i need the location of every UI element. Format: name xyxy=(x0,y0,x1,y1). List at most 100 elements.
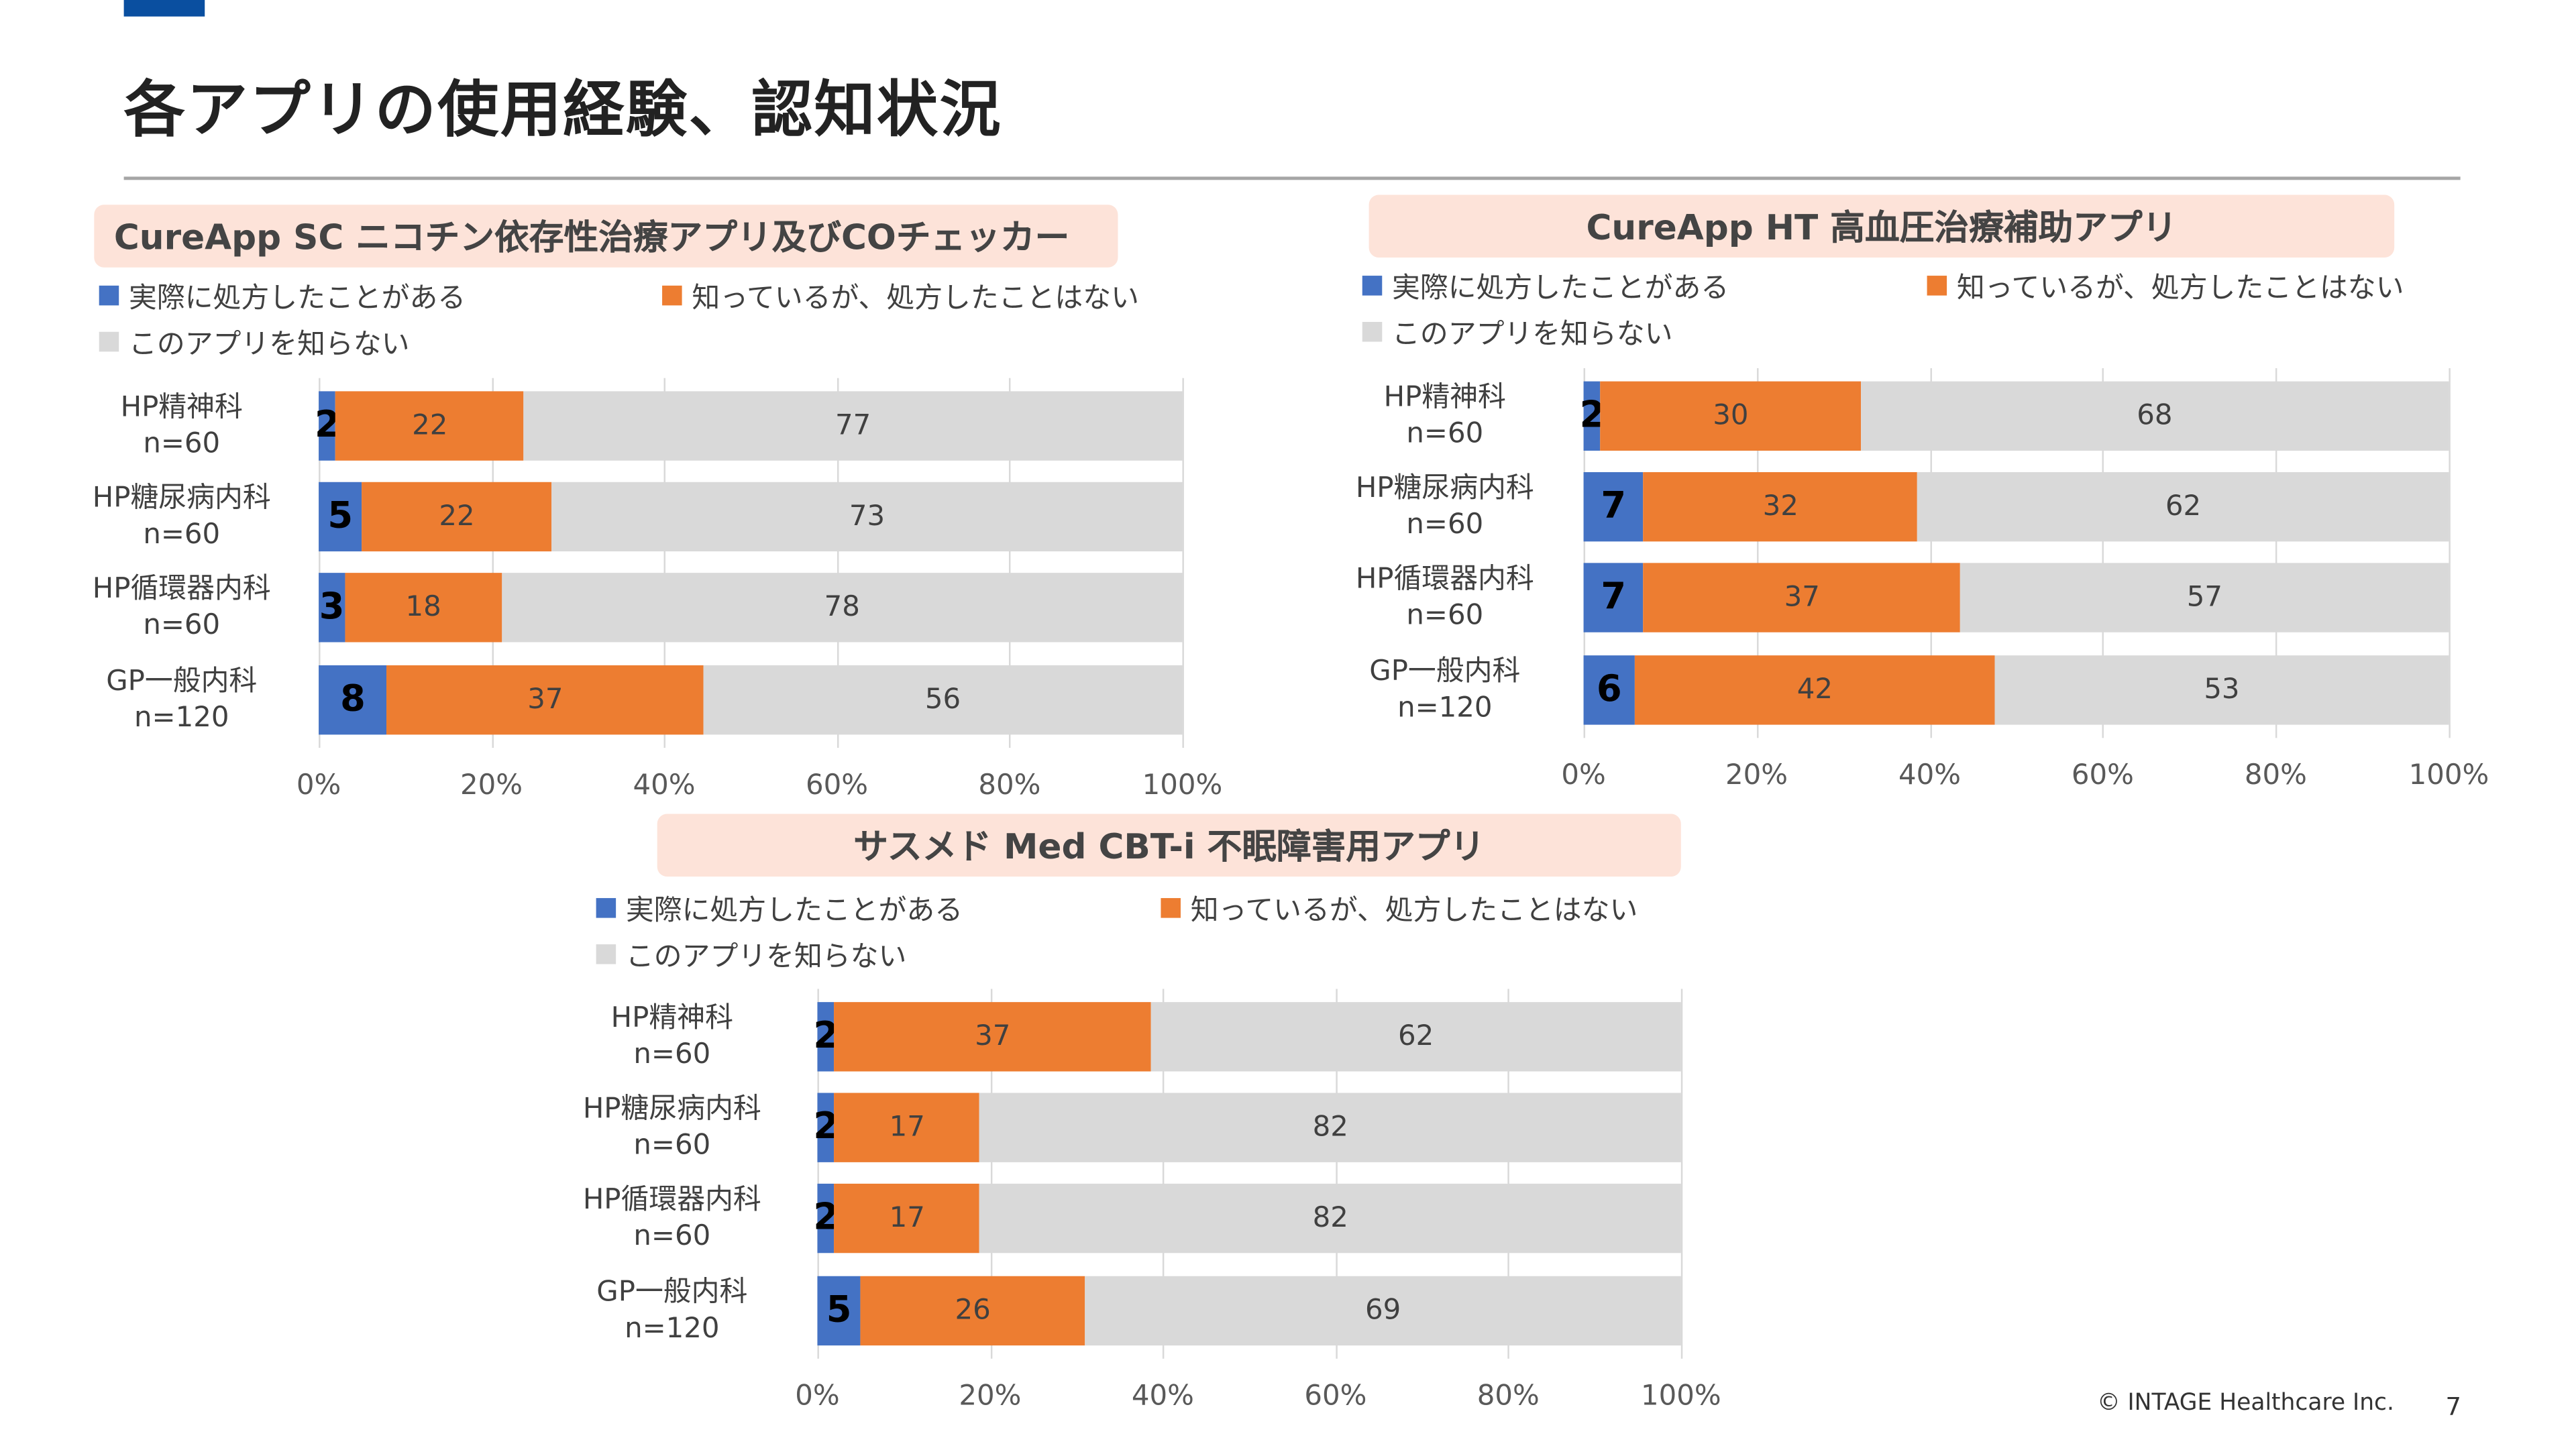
category-label: HP循環器内科 n=60 xyxy=(582,1183,761,1254)
category-label: HP糖尿病内科 n=60 xyxy=(92,482,271,552)
category-label: GP一般内科 n=120 xyxy=(596,1276,748,1346)
legend-label: 実際に処方したことがある xyxy=(128,282,466,316)
legend-item: このアプリを知らない xyxy=(1362,311,1672,351)
x-tick-label: 40% xyxy=(633,769,696,803)
x-tick-label: 0% xyxy=(1561,759,1606,793)
gridline xyxy=(1182,378,1184,748)
page-title: 各アプリの使用経験、認知状況 xyxy=(123,74,1003,146)
gridline xyxy=(663,378,666,748)
copyright: © INTAGE Healthcare Inc. xyxy=(2097,1390,2394,1416)
bar-segment xyxy=(523,391,1183,461)
gridline xyxy=(1756,368,1758,738)
data-label: 82 xyxy=(1312,1201,1348,1235)
bar-segment xyxy=(979,1093,1681,1162)
category-label: HP循環器内科 n=60 xyxy=(1355,563,1534,632)
x-tick-label: 60% xyxy=(1304,1380,1367,1414)
category-label: HP精神科 n=60 xyxy=(1383,381,1506,451)
legend-label: 実際に処方したことがある xyxy=(625,895,963,928)
legend-item: 実際に処方したことがある xyxy=(1362,264,1729,306)
gridline xyxy=(817,989,819,1359)
x-tick-label: 80% xyxy=(1477,1380,1540,1414)
gridline xyxy=(1508,989,1510,1359)
x-tick-label: 20% xyxy=(959,1380,1022,1414)
data-label: 17 xyxy=(889,1111,925,1144)
gridline xyxy=(1583,368,1586,738)
data-label: 5 xyxy=(327,496,354,538)
data-label: 30 xyxy=(1713,399,1749,433)
data-label: 2 xyxy=(314,405,340,447)
legend-label: 知っているが、処方したことはない xyxy=(1190,895,1638,928)
chart-title: CureApp HT 高血圧治療補助アプリ xyxy=(1368,194,2395,258)
x-tick-label: 100% xyxy=(1640,1380,1721,1414)
gridline xyxy=(491,378,493,748)
bar-segment xyxy=(551,482,1183,552)
legend-label: 知っているが、処方したことはない xyxy=(1956,272,2404,306)
x-tick-label: 0% xyxy=(296,769,341,803)
bar-segment xyxy=(319,482,362,552)
data-label: 2 xyxy=(813,1197,839,1239)
page-number: 7 xyxy=(2445,1392,2461,1422)
legend-item: 実際に処方したことがある xyxy=(99,274,466,316)
bar-segment xyxy=(1994,655,2449,725)
data-label: 17 xyxy=(889,1201,925,1235)
data-label: 56 xyxy=(924,683,961,717)
legend-label: このアプリを知らない xyxy=(625,941,907,974)
category-label: HP循環器内科 n=60 xyxy=(92,573,271,643)
gridline xyxy=(1680,989,1683,1359)
data-label: 8 xyxy=(340,679,366,721)
bar-segment xyxy=(387,665,704,735)
data-label: 6 xyxy=(1597,669,1622,711)
x-tick-label: 80% xyxy=(978,769,1041,803)
legend-item: このアプリを知らない xyxy=(99,321,410,361)
data-label: 73 xyxy=(849,500,885,534)
data-label: 77 xyxy=(835,409,871,443)
data-label: 78 xyxy=(824,591,860,624)
bar-segment xyxy=(1917,471,2449,542)
chart-title: CureApp SC ニコチン依存性治療アプリ及びCOチェッカー xyxy=(94,205,1118,268)
category-label: HP糖尿病内科 n=60 xyxy=(582,1093,761,1162)
bar-segment xyxy=(319,573,345,643)
bar-segment xyxy=(979,1183,1681,1254)
bar-segment xyxy=(502,573,1183,643)
bar-segment xyxy=(860,1276,1085,1346)
category-label: HP精神科 n=60 xyxy=(610,1002,733,1072)
data-label: 2 xyxy=(813,1107,839,1148)
gridline xyxy=(2449,368,2451,738)
bar-segment xyxy=(817,1183,835,1254)
legend-label: 知っているが、処方したことはない xyxy=(692,282,1139,316)
bar-segment xyxy=(1960,563,2449,632)
gridline xyxy=(1163,989,1165,1359)
data-label: 37 xyxy=(1784,581,1820,614)
legend-swatch xyxy=(1362,321,1383,341)
bar-segment xyxy=(817,1002,835,1072)
bar-segment xyxy=(1583,381,1601,451)
legend-swatch xyxy=(1927,274,1947,295)
legend-label: 実際に処方したことがある xyxy=(1392,272,1729,306)
data-label: 42 xyxy=(1796,673,1833,707)
x-tick-label: 60% xyxy=(2071,759,2134,793)
gridline xyxy=(1009,378,1012,748)
x-tick-label: 40% xyxy=(1131,1380,1194,1414)
bar-segment xyxy=(703,665,1183,735)
legend-item: 知っているが、処方したことはない xyxy=(662,274,1139,316)
bar-segment xyxy=(345,573,502,643)
bar-segment xyxy=(319,665,388,735)
gridline xyxy=(1929,368,1931,738)
bar-segment xyxy=(817,1093,835,1162)
bar-segment xyxy=(1860,381,2449,451)
data-label: 62 xyxy=(2165,490,2202,524)
data-label: 22 xyxy=(412,409,448,443)
category-label: GP一般内科 n=120 xyxy=(106,665,258,735)
legend-swatch xyxy=(1362,274,1383,295)
x-tick-label: 20% xyxy=(1725,759,1788,793)
data-label: 2 xyxy=(1579,395,1605,437)
bar-segment xyxy=(1583,471,1644,542)
data-label: 69 xyxy=(1365,1294,1401,1328)
bar-segment xyxy=(1601,381,1861,451)
title-divider xyxy=(123,176,2461,180)
gridline xyxy=(837,378,839,748)
data-label: 68 xyxy=(2137,399,2173,433)
bar-segment xyxy=(319,391,336,461)
data-label: 5 xyxy=(826,1290,852,1332)
